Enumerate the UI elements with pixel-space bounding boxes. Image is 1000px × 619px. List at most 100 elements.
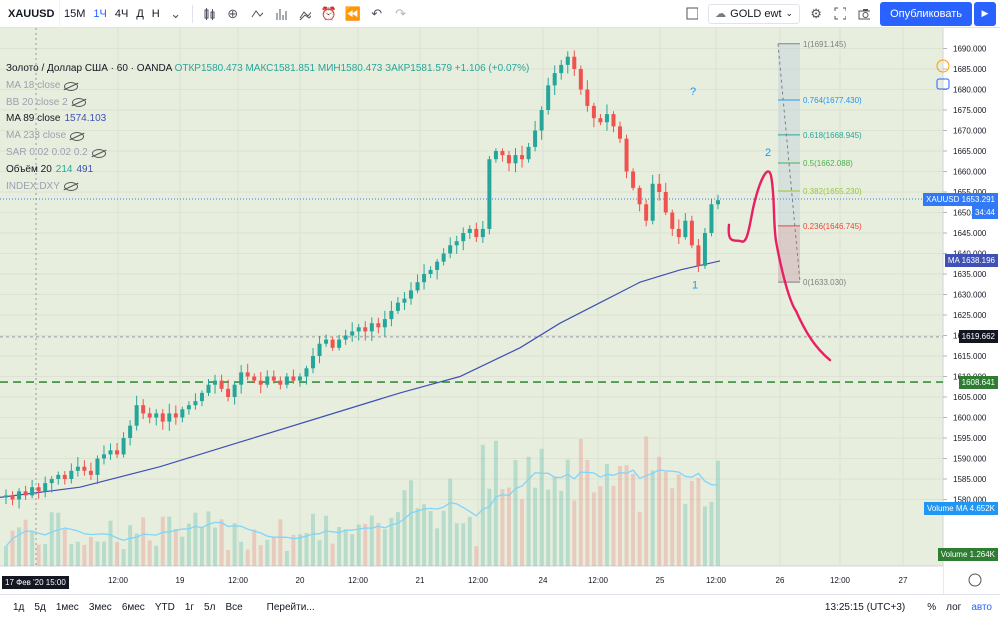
fibonacci-retracement[interactable]: 1(1691.145) 0.764(1677.430) 0.618(1668.945…	[777, 40, 862, 287]
legend-indicator-ma18[interactable]: MA 18 close	[6, 78, 529, 95]
candle-body	[696, 245, 701, 266]
range-all[interactable]: Все	[225, 601, 243, 613]
divider	[191, 4, 193, 23]
candle-body	[121, 438, 126, 455]
candles-icon[interactable]	[197, 0, 221, 28]
log-toggle[interactable]: лог	[946, 601, 962, 613]
range-ytd[interactable]: YTD	[154, 601, 175, 613]
scale-settings-icon[interactable]	[968, 573, 982, 587]
hidden-eye-icon[interactable]	[64, 81, 79, 91]
goto-date-button[interactable]: Перейти...	[266, 601, 315, 613]
chart-area[interactable]: 1(1691.145) 0.764(1677.430) 0.618(1668.945…	[0, 28, 1000, 594]
publish-button[interactable]: Опубликовать	[880, 1, 972, 26]
percent-toggle[interactable]: %	[927, 601, 937, 613]
range-6m[interactable]: 6мес	[121, 601, 145, 613]
undo-icon[interactable]: ↶	[371, 5, 383, 21]
volume-bar	[637, 511, 642, 566]
range-1y[interactable]: 1г	[184, 601, 195, 613]
chart-canvas[interactable]: 1(1691.145) 0.764(1677.430) 0.618(1668.945…	[0, 28, 1000, 594]
legend-indicator-ma89[interactable]: MA 89 close 1574.103	[6, 111, 529, 128]
candle-body	[461, 233, 466, 242]
replay-icon[interactable]: ⏪	[344, 5, 361, 21]
redo-icon[interactable]: ↷	[395, 5, 407, 21]
candle-body	[311, 356, 316, 369]
volume-bar	[539, 448, 544, 566]
volume-bar	[624, 465, 629, 566]
candle-body	[683, 220, 688, 238]
clock[interactable]: 13:25:15 (UTC+3)	[824, 601, 906, 613]
candle-body	[141, 405, 146, 414]
legend-title: Золото / Доллар США · 60 · OANDA	[6, 63, 172, 74]
volume-bar	[611, 485, 616, 566]
chart-corner-icons[interactable]	[936, 59, 982, 587]
layout-name: GOLD ewt	[730, 7, 782, 20]
candle-body	[657, 183, 662, 192]
legend-indicator-sar[interactable]: SAR 0.02 0.02 0.2	[6, 145, 529, 162]
candle-body	[631, 171, 636, 188]
templates-icon[interactable]	[293, 0, 317, 28]
candle-body	[88, 470, 93, 475]
alert-clock-icon[interactable]	[936, 59, 950, 73]
candle-body	[108, 450, 113, 455]
layout-name-dropdown[interactable]: ☁ GOLD ewt ⌄	[708, 3, 801, 24]
volume-bar	[324, 515, 329, 566]
volume-bar	[546, 489, 551, 566]
interval-1w[interactable]: Н	[151, 7, 160, 20]
time-tick-label: 12:00	[348, 576, 369, 585]
legend-indicator-volume[interactable]: Объём 20 214 491	[6, 162, 529, 179]
time-scale[interactable]	[0, 566, 943, 594]
volume-bar	[448, 478, 453, 566]
alert-clock-icon[interactable]: ⏰	[320, 5, 337, 21]
candle-body	[408, 290, 413, 299]
hidden-eye-icon[interactable]	[63, 182, 78, 192]
volume-bar	[389, 517, 394, 566]
bar-countdown-tag: 34:44	[971, 205, 998, 219]
price-scale[interactable]	[943, 28, 1000, 594]
legend-indicator-ma233[interactable]: MA 233 close	[6, 128, 529, 145]
interval-1h[interactable]: 1Ч	[93, 7, 107, 20]
fullscreen-select-icon[interactable]	[680, 0, 704, 28]
calendar-icon[interactable]	[936, 78, 950, 90]
legend-indicator-bb[interactable]: BB 20 close 2	[6, 95, 529, 112]
horizontal-lines[interactable]	[0, 198, 943, 383]
volume-ma-tag: Volume MA 4.652K	[923, 502, 998, 515]
range-3m[interactable]: 3мес	[88, 601, 112, 613]
range-5d[interactable]: 5д	[34, 601, 46, 613]
camera-snapshot-icon[interactable]	[852, 0, 876, 28]
volume-bar	[30, 531, 35, 566]
fib-level-label: 0.764(1677.430)	[803, 96, 862, 105]
interval-dropdown-icon[interactable]: ⌄	[170, 5, 182, 21]
volume-bar	[585, 459, 590, 566]
candle-body	[239, 372, 244, 385]
symbol-search[interactable]: XAUUSD	[0, 0, 60, 28]
candle-body	[134, 405, 139, 426]
horizontal-line-price-tag: 1608.641	[958, 375, 998, 389]
volume-bar	[578, 438, 583, 566]
financials-icon[interactable]	[269, 0, 293, 28]
candle-body	[382, 319, 387, 328]
interval-1d[interactable]: Д	[136, 7, 144, 20]
interval-15m[interactable]: 15М	[64, 7, 86, 20]
range-1m[interactable]: 1мес	[55, 601, 79, 613]
indicators-icon[interactable]	[245, 0, 269, 28]
volume-bar	[311, 513, 316, 566]
hidden-eye-icon[interactable]	[70, 132, 85, 142]
hidden-eye-icon[interactable]	[71, 98, 86, 108]
range-5y[interactable]: 5л	[204, 601, 216, 613]
volume-bar	[232, 523, 237, 566]
auto-toggle[interactable]: авто	[971, 601, 992, 613]
candle-body	[356, 327, 361, 332]
compare-add-icon[interactable]: ⊕	[227, 5, 239, 21]
candle-body	[402, 298, 407, 303]
publish-arrow-icon[interactable]: ▶	[974, 1, 996, 26]
volume-bar	[363, 523, 368, 566]
wave-projection-path	[727, 170, 832, 362]
volume-bar	[291, 534, 296, 566]
fullscreen-icon[interactable]	[828, 0, 852, 28]
settings-gear-icon[interactable]: ⚙	[810, 5, 822, 21]
interval-4h[interactable]: 4Ч	[114, 7, 129, 20]
elliott-wave-drawing[interactable]	[727, 170, 832, 362]
legend-indicator-dxy[interactable]: INDEX:DXY	[6, 179, 529, 196]
range-1d[interactable]: 1д	[13, 601, 25, 613]
hidden-eye-icon[interactable]	[91, 148, 106, 158]
